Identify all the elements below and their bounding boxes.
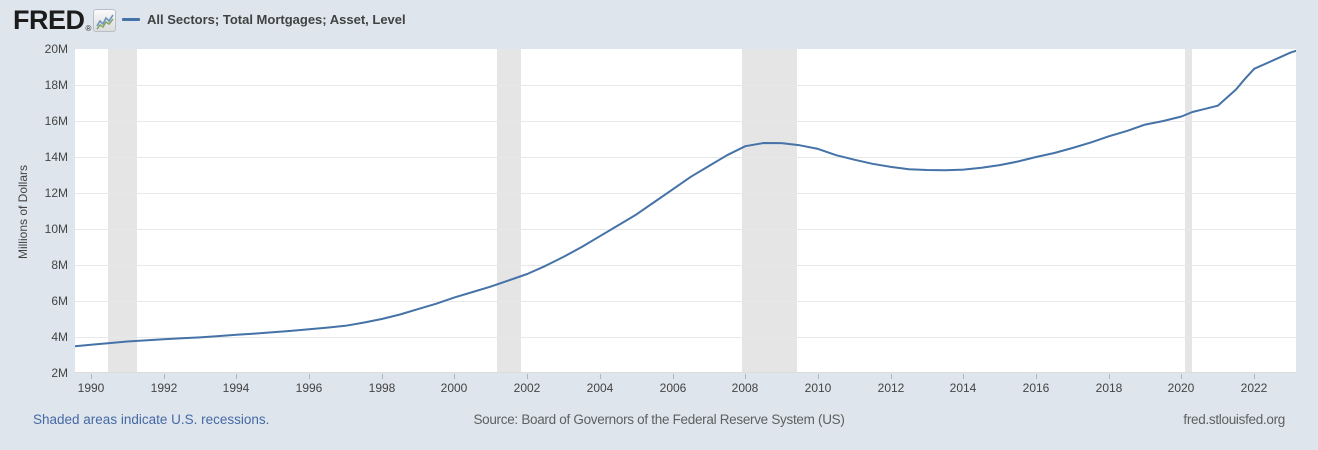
x-tick-label: 2006 bbox=[659, 381, 687, 395]
x-tick-mark bbox=[600, 374, 601, 379]
gridline bbox=[75, 157, 1296, 158]
x-tick-mark bbox=[382, 374, 383, 379]
y-tick-label: 18M bbox=[44, 78, 68, 92]
x-tick-mark bbox=[673, 374, 674, 379]
x-tick-label: 2000 bbox=[440, 381, 468, 395]
x-tick-mark bbox=[1254, 374, 1255, 379]
fred-logo[interactable]: FRED ® bbox=[13, 5, 117, 36]
gridline bbox=[75, 85, 1296, 86]
fred-site-link[interactable]: fred.stlouisfed.org bbox=[1183, 412, 1285, 427]
recession-band bbox=[108, 49, 138, 372]
legend-label: All Sectors; Total Mortgages; Asset, Lev… bbox=[147, 12, 406, 27]
x-tick-label: 1996 bbox=[295, 381, 323, 395]
gridline bbox=[75, 301, 1296, 302]
x-tick-mark bbox=[91, 374, 92, 379]
registered-trademark: ® bbox=[85, 24, 92, 33]
x-tick-mark bbox=[891, 374, 892, 379]
x-tick-label: 2002 bbox=[513, 381, 541, 395]
x-tick-mark bbox=[309, 374, 310, 379]
y-tick-label: 20M bbox=[44, 42, 68, 56]
y-tick-label: 12M bbox=[44, 186, 68, 200]
x-tick-label: 2004 bbox=[586, 381, 614, 395]
x-tick-label: 1990 bbox=[77, 381, 105, 395]
x-tick-label: 2008 bbox=[731, 381, 759, 395]
y-tick-label: 14M bbox=[44, 150, 68, 164]
gridline bbox=[75, 337, 1296, 338]
y-tick-label: 10M bbox=[44, 222, 68, 236]
fred-logo-text: FRED bbox=[13, 5, 85, 35]
gridline bbox=[75, 265, 1296, 266]
y-tick-label: 16M bbox=[44, 114, 68, 128]
x-tick-mark bbox=[1181, 374, 1182, 379]
x-tick-mark bbox=[745, 374, 746, 379]
gridline bbox=[75, 229, 1296, 230]
fred-chart-icon bbox=[93, 9, 117, 32]
x-tick-mark bbox=[236, 374, 237, 379]
series-line bbox=[75, 49, 1296, 348]
recession-band bbox=[496, 49, 522, 372]
gridline bbox=[75, 121, 1296, 122]
x-tick-mark bbox=[454, 374, 455, 379]
x-tick-label: 2022 bbox=[1240, 381, 1268, 395]
x-tick-mark bbox=[527, 374, 528, 379]
plot-area[interactable] bbox=[75, 49, 1296, 373]
x-tick-mark bbox=[1036, 374, 1037, 379]
series-legend: All Sectors; Total Mortgages; Asset, Lev… bbox=[122, 12, 406, 27]
x-tick-label: 1994 bbox=[222, 381, 250, 395]
source-text: Source: Board of Governors of the Federa… bbox=[473, 412, 845, 427]
x-tick-mark bbox=[963, 374, 964, 379]
x-tick-label: 1998 bbox=[368, 381, 396, 395]
y-tick-label: 4M bbox=[51, 330, 68, 344]
x-tick-label: 2020 bbox=[1167, 381, 1195, 395]
legend-line-swatch bbox=[122, 18, 140, 21]
x-tick-label: 2010 bbox=[804, 381, 832, 395]
chart-header: FRED ® All Sectors; Total Mortgages; Ass… bbox=[0, 0, 1318, 40]
gridline bbox=[75, 193, 1296, 194]
x-tick-mark bbox=[818, 374, 819, 379]
x-tick-label: 2012 bbox=[877, 381, 905, 395]
chart-footer: Shaded areas indicate U.S. recessions. S… bbox=[0, 412, 1318, 436]
y-tick-label: 2M bbox=[51, 366, 68, 380]
data-line-svg bbox=[75, 49, 1296, 348]
x-tick-label: 2016 bbox=[1022, 381, 1050, 395]
x-tick-label: 1992 bbox=[150, 381, 178, 395]
y-tick-label: 6M bbox=[51, 294, 68, 308]
recession-band bbox=[742, 49, 797, 372]
x-tick-mark bbox=[1109, 374, 1110, 379]
recessions-note-link[interactable]: Shaded areas indicate U.S. recessions. bbox=[33, 412, 270, 427]
x-tick-label: 2014 bbox=[949, 381, 977, 395]
x-tick-mark bbox=[164, 374, 165, 379]
y-tick-label: 8M bbox=[51, 258, 68, 272]
x-tick-label: 2018 bbox=[1095, 381, 1123, 395]
recession-band bbox=[1185, 49, 1192, 372]
